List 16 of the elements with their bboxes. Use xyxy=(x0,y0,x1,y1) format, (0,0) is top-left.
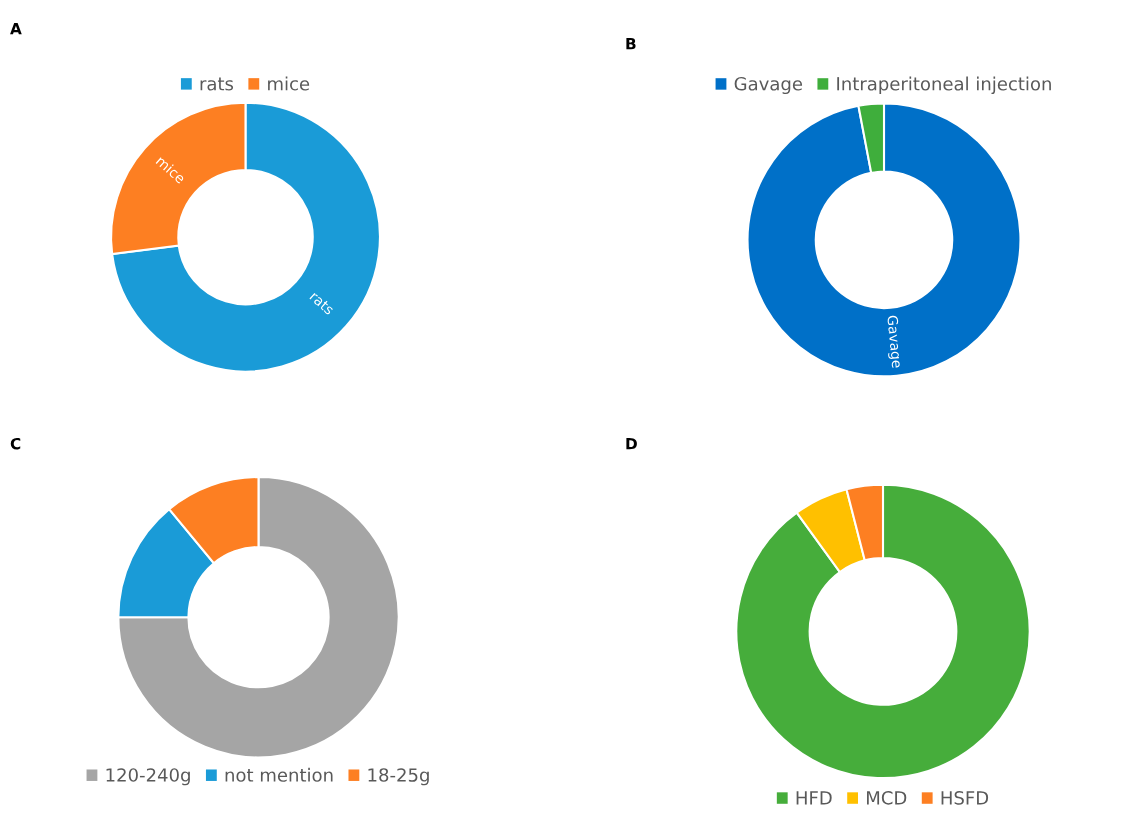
slice-label: rats xyxy=(309,291,335,316)
legend-label: 120-240g xyxy=(106,768,190,786)
legend-label: Intraperitoneal injection xyxy=(837,76,1051,95)
legend-label: HFD xyxy=(796,791,832,805)
legend-label: 18-25g xyxy=(368,768,429,786)
chart-title: D xyxy=(626,438,637,450)
chart-title: B xyxy=(626,38,636,50)
legend-label: not mention xyxy=(225,767,333,782)
chart-title: C xyxy=(10,437,21,450)
legend-label: Gavage xyxy=(734,76,803,95)
legend-label: rats xyxy=(200,77,234,91)
legend-label: mice xyxy=(268,76,310,91)
legend-label: MCD xyxy=(867,791,907,805)
slice-label: Gavage xyxy=(884,315,903,369)
legend-label: HSFD xyxy=(941,791,989,805)
chart-title: A xyxy=(10,23,22,35)
